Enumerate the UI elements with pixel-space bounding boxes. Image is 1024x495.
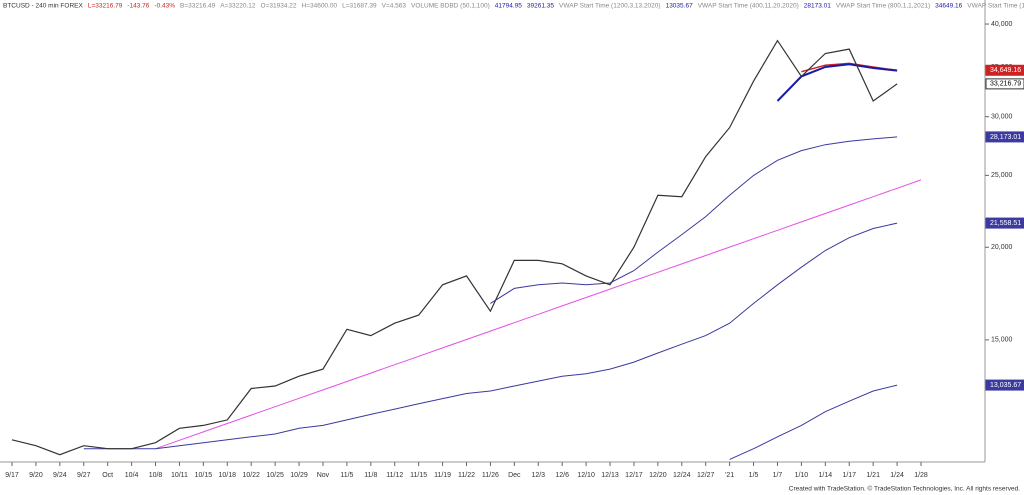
value-box [985,131,1024,143]
y-tick-label: 40,000 [991,21,1013,28]
series-line [729,384,898,460]
x-tick-label: 9/17 [5,472,19,479]
x-tick-label: 9/20 [29,472,43,479]
series-name: VWAP Start Time (1000,1,8,2021) [967,3,1024,10]
x-tick-label: 1/28 [914,472,928,479]
x-tick-label: 12/13 [601,472,619,479]
x-tick-label: 9/27 [77,472,91,479]
x-tick-label: 10/8 [149,472,163,479]
x-tick-label: 11/8 [364,472,377,479]
series-line [11,39,898,456]
value-box [985,64,1024,76]
header-item: -143.76 [127,3,149,10]
x-tick-label: 12/17 [625,472,643,479]
value-box [985,217,1024,229]
series-line [155,179,922,450]
x-tick-label: 9/24 [53,472,67,479]
x-tick-label: 11/22 [458,472,475,479]
y-tick-label: 25,000 [991,172,1013,179]
x-tick-label: 12/3 [531,472,545,479]
series-line [490,136,898,304]
value-box-label: 21,558.51 [990,220,1021,227]
value-box-label: 28,173.01 [990,134,1021,141]
x-tick-label: 10/18 [219,472,237,479]
value-box-label: 34,649.16 [990,67,1021,74]
x-tick-label: 11/19 [434,472,451,479]
header-item: -0.43% [154,3,175,10]
x-tick-label: 1/24 [890,472,904,479]
x-tick-label: 11/26 [482,472,499,479]
x-tick-label: 1/10 [795,472,809,479]
value-box-label: 33,216.79 [990,81,1021,88]
x-tick-label: '21 [725,472,734,479]
header-item: 41794.95 [495,3,522,10]
x-tick-label: Nov [317,472,330,479]
series-name: VWAP Start Time (1200,3,13,2020) [559,3,661,10]
header-item: V=4,563 [382,3,407,10]
header-item: BTCUSD - 240 min FOREX [3,3,83,10]
header-item: L=33216.79 [88,3,123,10]
header-item: L=31687.39 [342,3,377,10]
x-tick-label: Oct [102,472,113,479]
x-tick-label: Dec [508,472,521,479]
header-item: H=34600.00 [301,3,337,10]
header-item: 39261.35 [527,3,554,10]
x-tick-label: 10/4 [125,472,139,479]
x-tick-label: 12/20 [649,472,667,479]
header-item: B=33216.49 [180,3,216,10]
x-tick-label: 10/11 [171,472,188,479]
value-box-label: 13,035.67 [990,382,1021,389]
y-tick-label: 30,000 [991,114,1013,121]
series-last-value: 28173.01 [804,3,831,10]
series-name: VWAP Start Time (800,1,1,2021) [836,3,930,10]
x-tick-label: 12/27 [697,472,715,479]
x-tick-label: 11/12 [386,472,403,479]
x-tick-label: 11/15 [410,472,427,479]
series-line [776,63,898,102]
x-tick-label: 10/25 [266,472,284,479]
value-box [985,379,1024,391]
x-tick-label: 1/14 [819,472,833,479]
x-tick-label: 1/17 [842,472,856,479]
series-name: VWAP Start Time (400,11,20,2020) [698,3,799,10]
series-last-value: 13035.67 [666,3,693,10]
y-tick-label: 20,000 [991,244,1013,251]
header-item: O=31934.22 [261,3,297,10]
value-box [985,78,1024,90]
x-tick-label: 12/10 [577,472,595,479]
x-tick-label: 1/7 [773,472,783,479]
footer: Created with TradeStation. © TradeStatio… [789,485,1020,493]
series-last-value: 34649.16 [935,3,962,10]
x-tick-label: 11/5 [340,472,353,479]
x-tick-label: 10/15 [195,472,213,479]
x-tick-label: 10/22 [242,472,260,479]
x-tick-label: 1/5 [749,472,759,479]
series-line [83,222,898,450]
y-tick-label: 15,000 [991,337,1013,344]
x-tick-label: 10/29 [290,472,308,479]
header-item: VOLUME BDBD (50,1,100) [411,3,490,10]
x-tick-label: 12/24 [673,472,691,479]
header-item: A=33220.12 [220,3,256,10]
x-tick-label: 12/6 [555,472,569,479]
x-tick-label: 1/21 [866,472,880,479]
